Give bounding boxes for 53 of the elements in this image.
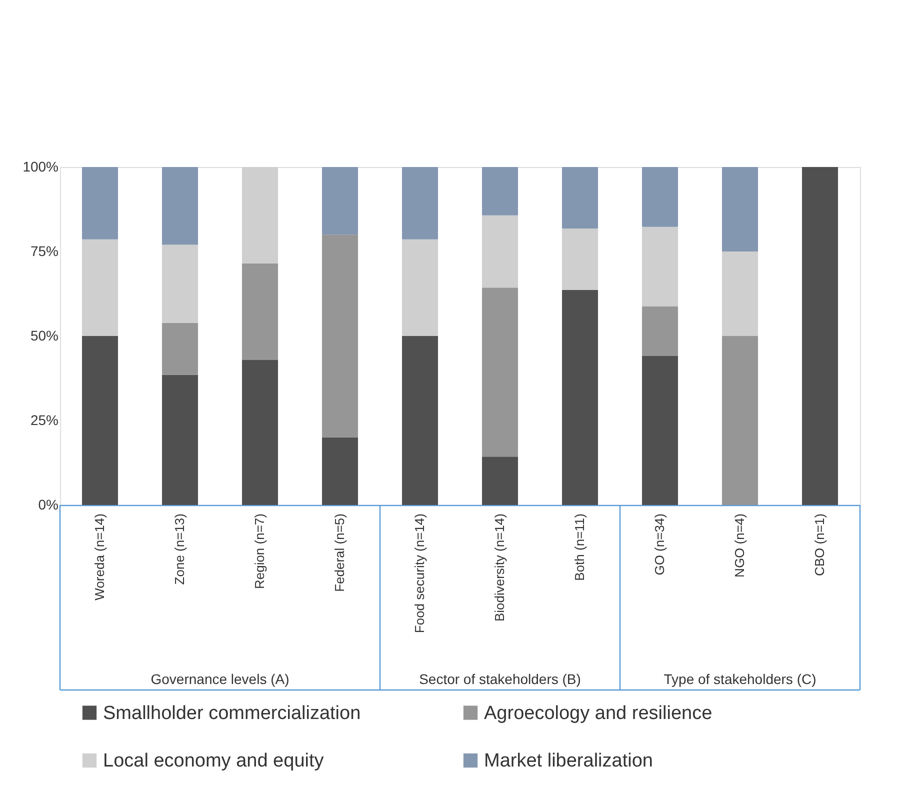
- bar: [322, 167, 358, 235]
- bar: [82, 167, 118, 240]
- bar: [162, 167, 198, 245]
- x-tick-label: Biodiversity (n=14): [492, 514, 507, 622]
- legend-label: Market liberalization: [484, 750, 653, 772]
- bar: [722, 252, 758, 336]
- bar: [562, 167, 598, 229]
- legend-label: Local economy and equity: [103, 750, 324, 772]
- bar: [642, 167, 678, 227]
- bar: [722, 336, 758, 505]
- bar: [722, 167, 758, 252]
- x-tick-label: CBO (n=1): [812, 514, 827, 576]
- y-tick-label: 25%: [30, 412, 58, 428]
- legend-label: Agroecology and resilience: [484, 702, 712, 724]
- x-tick-label: GO (n=34): [652, 514, 667, 576]
- bar: [162, 322, 198, 375]
- x-tick-label: Both (n=11): [572, 514, 587, 581]
- legend-label: Smallholder commercialization: [103, 702, 361, 724]
- bar: [242, 167, 278, 264]
- x-tick-label: NGO (n=4): [732, 514, 747, 578]
- y-tick-label: 50%: [30, 328, 58, 344]
- bar: [82, 239, 118, 336]
- bar: [242, 360, 278, 505]
- text: Type of stakeholders (C): [664, 671, 816, 687]
- x-tick-label: Woreda (n=14): [92, 514, 107, 600]
- bar: [402, 336, 438, 505]
- bar: [802, 167, 838, 505]
- y-tick-label: 100%: [22, 158, 58, 174]
- bar: [322, 437, 358, 505]
- text: Sector of stakeholders (B): [419, 671, 581, 687]
- x-tick-label: Region (n=7): [252, 514, 267, 590]
- bar: [642, 226, 678, 306]
- bar: [562, 290, 598, 505]
- bar: [322, 234, 358, 438]
- bar: [562, 228, 598, 290]
- bar: [242, 263, 278, 360]
- bar: [162, 244, 198, 323]
- x-tick-label: Zone (n=13): [172, 514, 187, 585]
- y-tick-label: 75%: [30, 243, 58, 259]
- text: Governance levels (A): [150, 671, 290, 687]
- bar: [402, 167, 438, 240]
- bar: [642, 356, 678, 505]
- x-tick-label: Federal (n=5): [332, 514, 347, 592]
- bar: [482, 456, 518, 505]
- bar: [162, 374, 198, 505]
- bar: [482, 215, 518, 288]
- bar: [642, 306, 678, 356]
- y-tick-label: 0%: [38, 496, 58, 512]
- bar: [482, 288, 518, 457]
- bar: [82, 336, 118, 505]
- bar: [402, 239, 438, 336]
- bar: [482, 167, 518, 216]
- x-tick-label: Food security (n=14): [412, 514, 427, 634]
